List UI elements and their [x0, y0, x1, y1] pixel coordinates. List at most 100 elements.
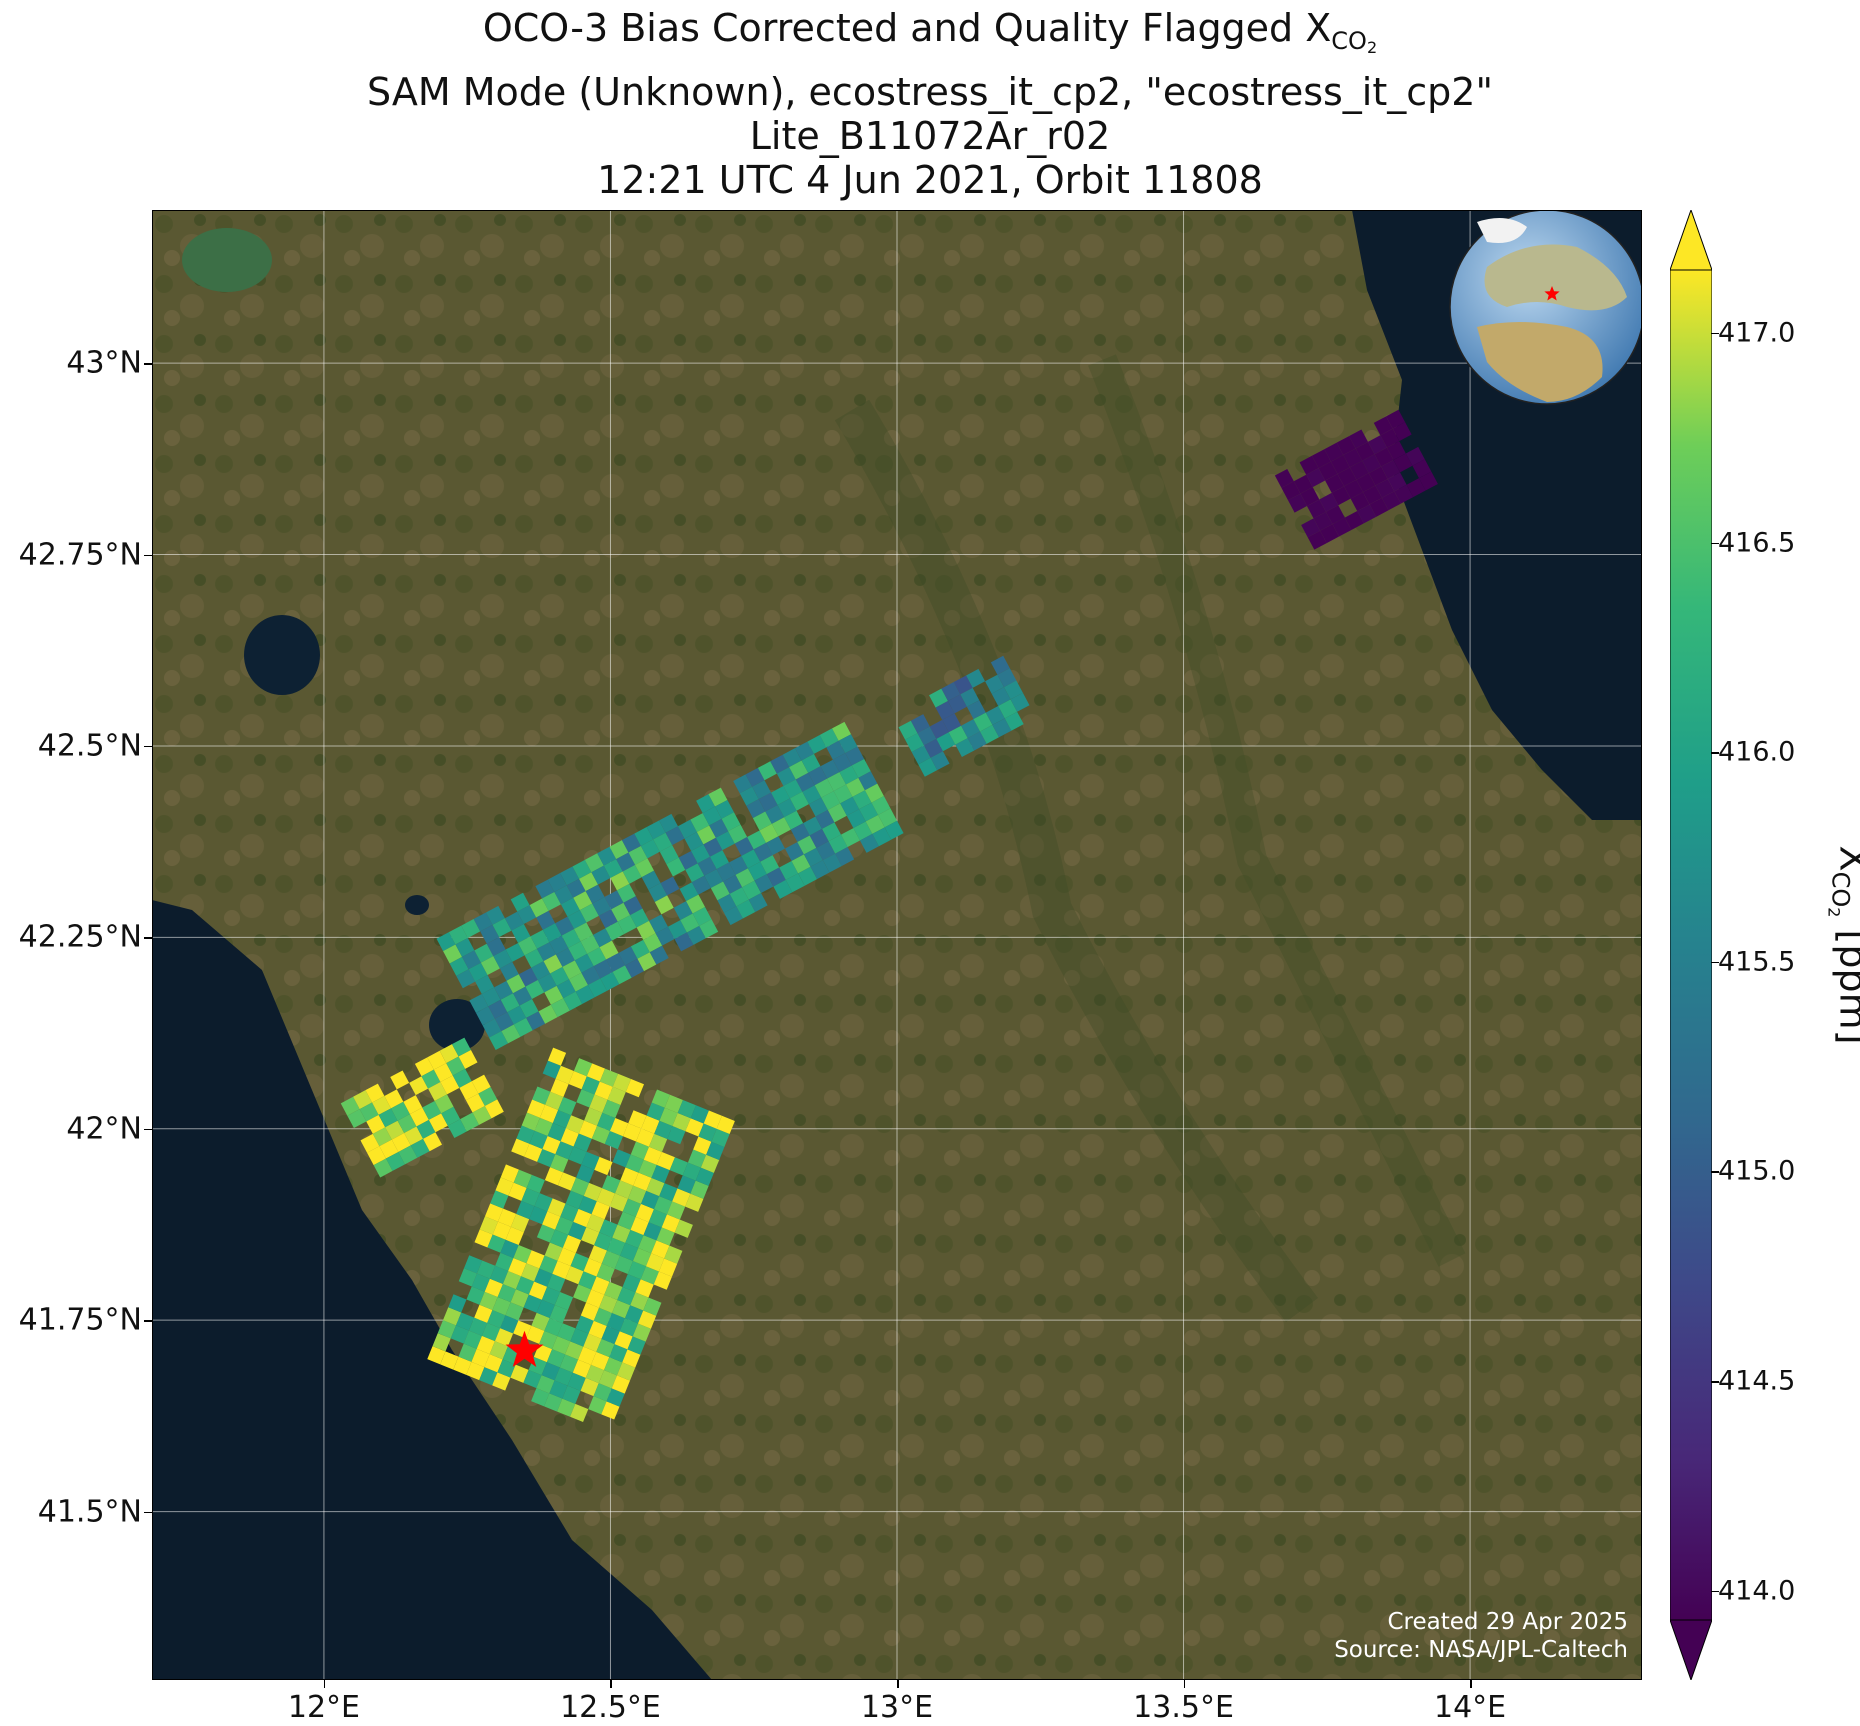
sounding-cell [552, 1336, 571, 1355]
sounding-cell [404, 1126, 424, 1146]
sounding-cell [605, 921, 625, 941]
sounding-cell [665, 826, 685, 846]
sounding-cell [566, 878, 586, 898]
sounding-cell [481, 987, 501, 1007]
inset-globe [1449, 210, 1642, 405]
sounding-cell [531, 1312, 550, 1331]
sounding-cell [466, 1286, 485, 1305]
sounding-cell [541, 1362, 560, 1381]
sounding-cell [597, 1112, 616, 1131]
sounding-cell [770, 754, 790, 774]
sounding-cell [766, 836, 785, 856]
sounding-cell [846, 777, 865, 797]
sounding-cell [367, 1146, 386, 1166]
sounding-cell [517, 905, 537, 925]
source-credit: Source: NASA/JPL-Caltech [1334, 1637, 1628, 1663]
sounding-cell [443, 1307, 462, 1326]
sounding-cell [699, 919, 719, 939]
sounding-cell [541, 1286, 561, 1305]
sounding-cell [581, 1227, 600, 1246]
sounding-cell [594, 1081, 613, 1100]
sounding-cell [557, 1247, 576, 1267]
sounding-cell [930, 751, 950, 771]
sounding-cell [519, 998, 539, 1018]
sounding-cell [552, 1109, 572, 1129]
sounding-cell [715, 831, 735, 851]
sounding-cell [667, 920, 687, 940]
sounding-cell [448, 925, 468, 945]
sounding-cell [452, 1068, 472, 1088]
sounding-cell [992, 718, 1012, 738]
sounding-cell [936, 732, 956, 752]
sounding-cell [878, 808, 898, 828]
sounding-cell [598, 1370, 618, 1389]
sounding-cell [575, 985, 595, 1004]
sounding-cell [784, 842, 804, 861]
sounding-cell [853, 821, 873, 841]
sounding-cell [474, 943, 494, 963]
sounding-cell [1406, 478, 1426, 498]
sounding-cell [573, 1133, 592, 1152]
sounding-cell [526, 1250, 545, 1269]
sounding-cell [463, 1255, 483, 1274]
sounding-cell [717, 893, 737, 913]
sounding-cell [1381, 491, 1401, 511]
lon-tick-mark [897, 1680, 899, 1688]
sounding-cell [591, 1276, 610, 1295]
sounding-cell [497, 1359, 516, 1378]
sounding-cell [347, 1109, 367, 1129]
sounding-cell [693, 1136, 712, 1155]
sounding-cell [591, 1125, 611, 1144]
sounding-cell [572, 859, 592, 879]
sounding-cell [596, 1263, 615, 1282]
sounding-cell [532, 1086, 551, 1105]
swath-0 [1274, 409, 1438, 550]
sounding-cell [476, 1260, 496, 1279]
map-panel[interactable] [152, 210, 1642, 1680]
sounding-cell [1349, 429, 1368, 449]
sounding-cell [610, 871, 630, 891]
sounding-cell [752, 811, 772, 831]
sounding-cell [434, 1094, 454, 1114]
colorbar-tick-mark [1711, 961, 1719, 964]
sounding-cell [638, 1235, 657, 1254]
sounding-cell [859, 802, 879, 822]
sounding-cell [721, 812, 741, 832]
sounding-cell [653, 1196, 673, 1215]
sounding-cell [674, 1219, 693, 1238]
sounding-cell [492, 1372, 511, 1391]
sounding-cell [666, 857, 686, 877]
sounding-cell [672, 1188, 691, 1207]
sounding-cell [1418, 471, 1438, 491]
sounding-cell [555, 916, 575, 936]
sounding-cell [458, 1049, 478, 1069]
sounding-cell [433, 1063, 453, 1083]
sounding-cell [611, 902, 631, 922]
sounding-cell [578, 1120, 598, 1139]
sounding-cell [851, 758, 871, 778]
colorbar-tick-mark [1711, 542, 1719, 544]
sounding-cell [600, 971, 620, 991]
sounding-cell [643, 933, 663, 953]
sounding-cell [573, 1208, 592, 1228]
sounding-cell [1301, 518, 1321, 538]
sounding-cell [704, 869, 724, 889]
sounding-cell [615, 1180, 634, 1199]
lake-vico [405, 895, 429, 915]
sounding-cell [1288, 493, 1307, 513]
sounding-cell [492, 918, 512, 938]
xco2-swaths [340, 409, 1438, 1423]
sounding-cell [508, 1182, 527, 1201]
colorbar-tick-label: 415.0 [1718, 1155, 1796, 1187]
sounding-cell [599, 1068, 619, 1087]
sounding-cell [568, 1071, 587, 1090]
sounding-cell [1343, 448, 1363, 468]
sounding-cell [562, 1385, 581, 1404]
sounding-cell [579, 903, 599, 923]
sounding-cell [547, 1198, 566, 1217]
sounding-cell [599, 1294, 618, 1313]
sounding-cell [910, 714, 930, 734]
sounding-cell [728, 824, 748, 844]
sounding-cell [409, 1107, 429, 1127]
sounding-cell [570, 1403, 589, 1423]
